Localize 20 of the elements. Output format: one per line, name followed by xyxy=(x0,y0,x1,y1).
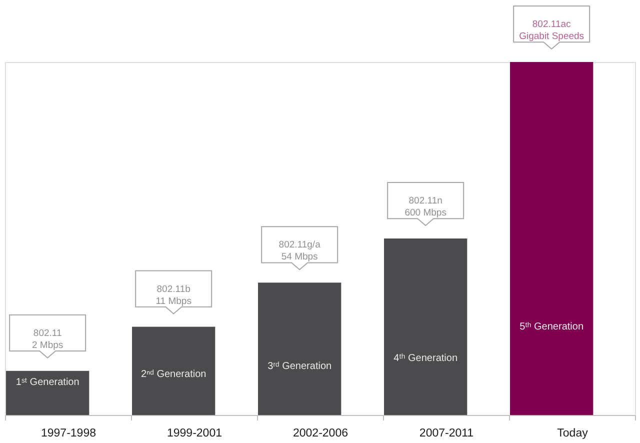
annotation: 802.11ac Gigabit Speeds xyxy=(519,19,584,42)
x-tick-label: 2007-2011 xyxy=(419,428,474,440)
annotation: 3ʳᵈ Generation xyxy=(268,361,332,372)
x-tick-label: 1999-2001 xyxy=(167,428,222,440)
annotation: 1ˢᵗ Generation xyxy=(16,377,80,388)
bar xyxy=(132,326,216,415)
bar xyxy=(258,282,342,415)
bar xyxy=(510,62,594,415)
annotation: 5ᵗʰ Generation xyxy=(520,321,584,332)
annotation: 4ᵗʰ Generation xyxy=(394,353,458,364)
annotation: 802.11b 11 Mbps xyxy=(156,284,192,307)
annotation: 802.11 2 Mbps xyxy=(32,328,64,351)
x-tick-label: 1997-1998 xyxy=(41,428,96,440)
x-tick-label: Today xyxy=(557,428,588,440)
bar xyxy=(384,238,468,415)
x-tick-label: 2002-2006 xyxy=(293,428,348,440)
annotation: 2ⁿᵈ Generation xyxy=(140,369,206,380)
annotation: 802.11n 600 Mbps xyxy=(404,196,447,218)
bar xyxy=(6,370,90,415)
annotation: 802.11g/a 54 Mbps xyxy=(278,240,322,263)
